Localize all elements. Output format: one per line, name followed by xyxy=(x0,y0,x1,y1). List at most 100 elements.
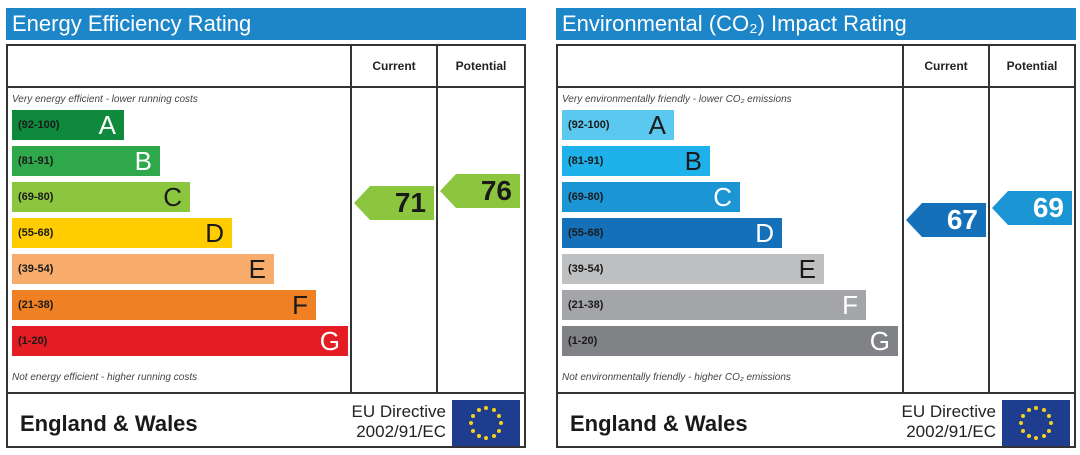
band-range: (21-38) xyxy=(568,299,604,311)
band-range: (55-68) xyxy=(568,227,604,239)
band-b: (81-91) B xyxy=(562,146,710,176)
band-letter: A xyxy=(648,110,666,140)
directive-label: EU Directive 2002/91/EC xyxy=(316,402,446,442)
environmental-impact-panel: Environmental (CO₂) Impact Rating Curren… xyxy=(556,8,1076,448)
band-letter: D xyxy=(755,218,774,248)
divider xyxy=(350,46,352,394)
energy-efficiency-panel: Energy Efficiency Rating Current Potenti… xyxy=(6,8,526,448)
band-range: (81-91) xyxy=(18,155,54,167)
flag-star xyxy=(1049,421,1053,425)
band-letter: G xyxy=(319,326,340,356)
band-letter: D xyxy=(205,218,224,248)
band-range: (92-100) xyxy=(18,119,60,131)
band-range: (92-100) xyxy=(568,119,610,131)
band-letter: E xyxy=(798,254,816,284)
divider xyxy=(8,86,524,88)
divider xyxy=(8,392,524,394)
band-d: (55-68) D xyxy=(12,218,232,248)
arrow-shape xyxy=(354,186,434,221)
flag-star xyxy=(496,413,501,418)
band-g: (1-20) G xyxy=(12,326,348,356)
band-letter: C xyxy=(713,182,732,212)
flag-star xyxy=(1041,433,1046,438)
band-g: (1-20) G xyxy=(562,326,898,356)
band-range: (21-38) xyxy=(18,299,54,311)
divider xyxy=(558,86,1074,88)
arrow-shape xyxy=(906,203,986,237)
flag-star xyxy=(1026,433,1031,438)
band-range: (39-54) xyxy=(568,263,604,275)
region-label: England & Wales xyxy=(570,411,748,436)
divider xyxy=(988,46,990,394)
column-header-current: Current xyxy=(372,59,416,73)
bottom-note: Not environmentally friendly - higher CO… xyxy=(562,372,791,383)
flag-star xyxy=(1019,421,1023,425)
flag-star xyxy=(1021,428,1025,433)
band-range: (1-20) xyxy=(18,335,48,347)
flag-star xyxy=(476,433,481,438)
flag-star xyxy=(1026,408,1031,412)
band-letter: E xyxy=(248,254,266,284)
top-note: Very environmentally friendly - lower CO… xyxy=(562,94,792,105)
arrow-polygon xyxy=(906,203,986,237)
band-e: (39-54) E xyxy=(12,254,274,284)
arrow-shape xyxy=(992,191,1072,225)
band-a: (92-100) A xyxy=(562,110,674,140)
eu-flag-icon xyxy=(1002,400,1070,446)
rating-table: Current Potential Very environmentally f… xyxy=(556,44,1076,448)
band-range: (81-91) xyxy=(568,155,604,167)
flag-star xyxy=(1034,436,1038,440)
flag-star xyxy=(1041,408,1046,412)
flag-star xyxy=(491,433,496,438)
current-rating-arrow: 71 xyxy=(354,186,434,221)
flag-star xyxy=(496,428,501,433)
flag-star xyxy=(484,406,488,410)
column-header-current: Current xyxy=(924,59,968,73)
eu-flag-icon xyxy=(452,400,520,446)
column-header-potential: Potential xyxy=(1006,59,1058,73)
potential-rating-value: 76 xyxy=(480,175,512,207)
band-c: (69-80) C xyxy=(12,182,190,212)
arrow-polygon xyxy=(440,174,520,209)
directive-line-2: 2002/91/EC xyxy=(906,422,996,441)
flag-star xyxy=(1046,428,1051,433)
divider xyxy=(436,46,438,394)
directive-line-2: 2002/91/EC xyxy=(356,422,446,441)
potential-rating-arrow: 76 xyxy=(440,174,520,209)
band-letter: A xyxy=(98,110,116,140)
flag-star xyxy=(469,421,473,425)
potential-rating-value: 69 xyxy=(1032,192,1064,223)
flag-star xyxy=(471,413,475,418)
region-label: England & Wales xyxy=(20,411,198,436)
flag-star xyxy=(499,421,503,425)
top-note: Very energy efficient - lower running co… xyxy=(12,94,198,105)
band-d: (55-68) D xyxy=(562,218,782,248)
flag-star xyxy=(476,408,481,412)
potential-rating-arrow: 69 xyxy=(992,191,1072,225)
band-range: (69-80) xyxy=(18,191,54,203)
band-f: (21-38) F xyxy=(12,290,316,320)
band-b: (81-91) B xyxy=(12,146,160,176)
band-letter: B xyxy=(134,146,152,176)
band-letter: G xyxy=(869,326,890,356)
rating-table: Current Potential Very energy efficient … xyxy=(6,44,526,448)
flag-star xyxy=(1021,413,1025,418)
current-rating-value: 67 xyxy=(946,204,978,235)
chart-title: Environmental (CO₂) Impact Rating xyxy=(556,8,1076,40)
band-letter: C xyxy=(163,182,182,212)
current-rating-value: 71 xyxy=(394,187,426,219)
band-range: (39-54) xyxy=(18,263,54,275)
band-range: (69-80) xyxy=(568,191,604,203)
flag-star xyxy=(491,408,496,412)
directive-line-1: EU Directive xyxy=(351,402,446,421)
band-f: (21-38) F xyxy=(562,290,866,320)
flag-star xyxy=(1046,413,1051,418)
arrow-shape xyxy=(440,174,520,209)
current-rating-arrow: 67 xyxy=(906,203,986,237)
bottom-note: Not energy efficient - higher running co… xyxy=(12,372,198,383)
divider xyxy=(902,46,904,394)
band-a: (92-100) A xyxy=(12,110,124,140)
flag-star xyxy=(1034,406,1038,410)
band-range: (1-20) xyxy=(568,335,598,347)
divider xyxy=(558,392,1074,394)
